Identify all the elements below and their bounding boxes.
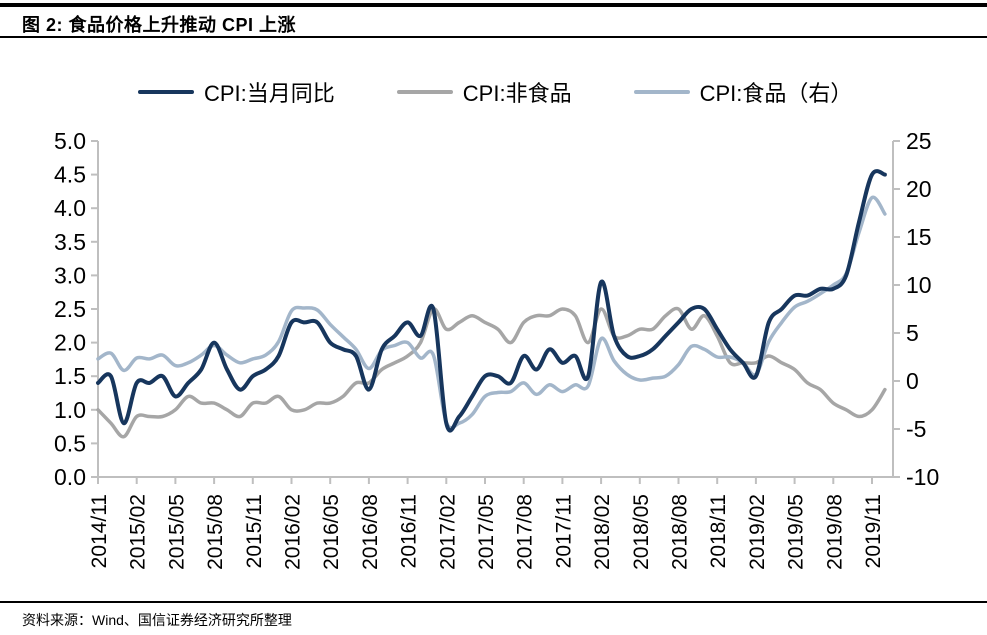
left-tick-label: 1.5 bbox=[54, 363, 86, 389]
x-tick-label: 2016/02 bbox=[282, 494, 305, 570]
legend-swatch-cpi-non-food bbox=[396, 90, 453, 94]
series-line-cpi-yoy bbox=[96, 169, 887, 433]
right-tick-label: -10 bbox=[906, 464, 939, 490]
x-tick-label: 2019/02 bbox=[746, 494, 769, 570]
x-tick-label: 2015/08 bbox=[204, 494, 227, 570]
x-tick-label: 2019/11 bbox=[862, 494, 885, 568]
right-tick-label: 0 bbox=[906, 368, 919, 394]
x-tick-label: 2015/11 bbox=[243, 494, 266, 568]
left-tick-label: 3.5 bbox=[54, 229, 86, 255]
legend-label-cpi-yoy: CPI:当月同比 bbox=[204, 81, 335, 106]
x-tick-label: 2018/02 bbox=[591, 494, 614, 570]
x-tick-label: 2017/02 bbox=[436, 494, 459, 570]
legend-item-cpi-yoy: CPI:当月同比 bbox=[138, 76, 335, 108]
x-tick-label: 2017/11 bbox=[552, 494, 575, 568]
legend-swatch-cpi-food bbox=[633, 90, 690, 94]
x-tick-label: 2016/11 bbox=[398, 494, 421, 568]
x-tick-label: 2018/05 bbox=[630, 494, 653, 570]
x-tick-label: 2017/05 bbox=[475, 494, 498, 570]
x-tick-label: 2018/08 bbox=[669, 494, 692, 570]
legend-label-cpi-food: CPI:食品（右） bbox=[699, 81, 853, 106]
left-tick-label: 3.0 bbox=[54, 262, 86, 288]
left-tick-label: 5.0 bbox=[54, 128, 86, 154]
x-tick-label: 2019/05 bbox=[785, 494, 808, 570]
left-tick-label: 2.5 bbox=[54, 296, 86, 322]
title-rule bbox=[0, 36, 987, 38]
legend-swatch-cpi-yoy bbox=[138, 90, 194, 94]
x-tick-label: 2015/05 bbox=[165, 494, 188, 570]
x-tick-label: 2015/02 bbox=[127, 494, 150, 570]
top-rule bbox=[0, 3, 987, 7]
right-tick-label: 5 bbox=[906, 320, 919, 346]
right-tick-label: 15 bbox=[906, 224, 932, 250]
right-tick-label: -5 bbox=[906, 416, 926, 442]
series-line-cpi-food bbox=[96, 195, 887, 430]
left-tick-label: 2.0 bbox=[54, 330, 86, 356]
legend-item-cpi-food: CPI:食品（右） bbox=[633, 76, 853, 108]
series-line-cpi-non-food bbox=[96, 306, 887, 439]
left-tick-label: 4.0 bbox=[54, 195, 86, 221]
figure-title: 图 2: 食品价格上升推动 CPI 上涨 bbox=[22, 15, 297, 35]
left-tick-label: 0.0 bbox=[54, 464, 86, 490]
x-tick-label: 2016/08 bbox=[359, 494, 382, 570]
source-note: 资料来源：Wind、国信证券经济研究所整理 bbox=[22, 612, 292, 628]
x-tick-label: 2018/11 bbox=[707, 494, 730, 568]
right-tick-label: 10 bbox=[906, 272, 932, 298]
x-tick-label: 2017/08 bbox=[514, 494, 537, 570]
legend-item-cpi-non-food: CPI:非食品 bbox=[396, 76, 572, 108]
left-tick-label: 1.0 bbox=[54, 397, 86, 423]
footer-rule bbox=[0, 601, 987, 603]
legend-label-cpi-non-food: CPI:非食品 bbox=[462, 81, 572, 106]
chart-legend: CPI:当月同比 CPI:非食品 CPI:食品（右） bbox=[138, 76, 852, 108]
x-tick-label: 2014/11 bbox=[88, 494, 111, 568]
left-tick-label: 0.5 bbox=[54, 430, 86, 456]
cpi-line-chart-svg: 5.0 4.5 4.0 3.5 3.0 2.5 2.0 1.5 1.0 0.5 0.0 25 20 15 1… bbox=[54, 128, 939, 570]
x-tick-label: 2019/08 bbox=[823, 494, 846, 570]
left-tick-label: 4.5 bbox=[54, 162, 86, 188]
right-tick-label: 20 bbox=[906, 176, 932, 202]
x-tick-label: 2016/05 bbox=[320, 494, 343, 570]
right-tick-label: 25 bbox=[906, 128, 932, 154]
